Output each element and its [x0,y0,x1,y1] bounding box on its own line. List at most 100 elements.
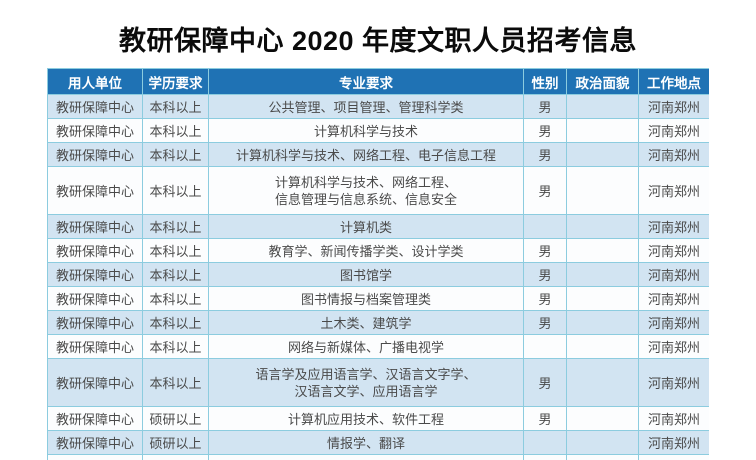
cell-education: 本科以上 [142,166,209,215]
cell-unit [47,454,143,460]
cell-political [566,334,639,359]
cell-location: 河南郑州 [638,166,709,215]
cell-education: 硕研以上 [142,430,209,455]
cell-major: 图书馆学 [208,262,524,287]
table-row: 教研保障中心 本科以上 计算机科学与技术、网络工程、电子信息工程 男 河南郑州 [47,142,709,167]
cell-location [638,454,709,460]
cell-unit: 教研保障中心 [47,286,143,311]
table-row: 教研保障中心 本科以上 图书情报与档案管理类 男 河南郑州 [47,286,709,311]
cell-political [566,358,639,407]
cell-unit: 教研保障中心 [47,406,143,431]
table-row: 教研保障中心 本科以上 语言学及应用语言学、汉语言文字学、 汉语言文学、应用语言… [47,358,709,407]
cell-education: 本科以上 [142,334,209,359]
recruitment-table: 用人单位 学历要求 专业要求 性别 政治面貌 工作地点 教研保障中心 本科以上 … [47,68,709,460]
cell-gender: 男 [523,406,567,431]
cell-education: 本科以上 [142,286,209,311]
table-row: 教研保障中心 本科以上 计算机类 河南郑州 [47,214,709,239]
cell-gender: 男 [523,118,567,143]
cell-political [566,238,639,263]
table-row: 教研保障中心 本科以上 计算机科学与技术、网络工程、 信息管理与信息系统、信息安… [47,166,709,215]
cell-political [566,262,639,287]
cell-location: 河南郑州 [638,142,709,167]
cell-location: 河南郑州 [638,334,709,359]
table-row: 教研保障中心 本科以上 公共管理、项目管理、管理科学类 男 河南郑州 [47,94,709,119]
cell-education: 本科以上 [142,214,209,239]
cell-location: 河南郑州 [638,262,709,287]
table-row: 教研保障中心 硕研以上 计算机应用技术、软件工程 男 河南郑州 [47,406,709,431]
cell-unit: 教研保障中心 [47,94,143,119]
table-row: 教研保障中心 本科以上 土木类、建筑学 男 河南郑州 [47,310,709,335]
col-header-location: 工作地点 [638,68,709,95]
col-header-major: 专业要求 [208,68,524,95]
cell-gender: 男 [523,358,567,407]
cell-major: 计算机应用技术、软件工程 [208,406,524,431]
cell-gender [523,454,567,460]
cell-unit: 教研保障中心 [47,310,143,335]
cell-location: 河南郑州 [638,286,709,311]
cell-major-line1: 语言学及应用语言学、汉语言文字学、 [255,366,477,382]
cell-unit: 教研保障中心 [47,334,143,359]
recruitment-table-container: 用人单位 学历要求 专业要求 性别 政治面貌 工作地点 教研保障中心 本科以上 … [47,68,709,460]
col-header-unit: 用人单位 [47,68,143,95]
table-header-row: 用人单位 学历要求 专业要求 性别 政治面貌 工作地点 [47,68,709,95]
cell-unit: 教研保障中心 [47,262,143,287]
table-row: 教研保障中心 硕研以上 情报学、翻译 河南郑州 [47,430,709,455]
cell-location: 河南郑州 [638,358,709,407]
cell-political [566,214,639,239]
cell-gender: 男 [523,238,567,263]
cell-political [566,142,639,167]
cell-major: 语言学及应用语言学、汉语言文字学、 汉语言文学、应用语言学 [208,358,524,407]
table-row: 教研保障中心 本科以上 计算机科学与技术 男 河南郑州 [47,118,709,143]
cell-gender [523,430,567,455]
cell-political [566,454,639,460]
cell-major: 公共管理、项目管理、管理科学类 [208,94,524,119]
cell-political [566,118,639,143]
cell-education: 硕研以上 [142,406,209,431]
cell-gender: 男 [523,94,567,119]
cell-education [142,454,209,460]
cell-location: 河南郑州 [638,310,709,335]
cell-major: 计算机类 [208,214,524,239]
cell-gender: 男 [523,142,567,167]
cell-political [566,286,639,311]
cell-education: 本科以上 [142,310,209,335]
cell-major [208,454,524,460]
table-row: 教研保障中心 本科以上 网络与新媒体、广播电视学 河南郑州 [47,334,709,359]
cell-political [566,166,639,215]
cell-major: 计算机科学与技术、网络工程、电子信息工程 [208,142,524,167]
cell-major: 情报学、翻译 [208,430,524,455]
cell-unit: 教研保障中心 [47,358,143,407]
cell-major: 计算机科学与技术 [208,118,524,143]
cell-political [566,430,639,455]
cell-political [566,310,639,335]
table-row-partial [47,454,709,460]
table-row: 教研保障中心 本科以上 教育学、新闻传播学类、设计学类 男 河南郑州 [47,238,709,263]
cell-location: 河南郑州 [638,238,709,263]
cell-location: 河南郑州 [638,406,709,431]
cell-education: 本科以上 [142,118,209,143]
cell-major: 图书情报与档案管理类 [208,286,524,311]
cell-major-line2: 汉语言文学、应用语言学 [294,383,438,399]
cell-education: 本科以上 [142,94,209,119]
cell-unit: 教研保障中心 [47,118,143,143]
cell-gender [523,334,567,359]
cell-location: 河南郑州 [638,430,709,455]
cell-education: 本科以上 [142,358,209,407]
cell-location: 河南郑州 [638,118,709,143]
cell-major-line2: 信息管理与信息系统、信息安全 [274,191,457,207]
col-header-education: 学历要求 [142,68,209,95]
cell-major: 土木类、建筑学 [208,310,524,335]
cell-major: 教育学、新闻传播学类、设计学类 [208,238,524,263]
cell-location: 河南郑州 [638,214,709,239]
cell-political [566,94,639,119]
cell-location: 河南郑州 [638,94,709,119]
cell-unit: 教研保障中心 [47,238,143,263]
cell-unit: 教研保障中心 [47,430,143,455]
cell-education: 本科以上 [142,142,209,167]
cell-gender [523,214,567,239]
page-title: 教研保障中心 2020 年度文职人员招考信息 [118,26,638,56]
cell-major-line1: 计算机科学与技术、网络工程、 [274,174,457,190]
cell-unit: 教研保障中心 [47,166,143,215]
cell-unit: 教研保障中心 [47,142,143,167]
table-row: 教研保障中心 本科以上 图书馆学 男 河南郑州 [47,262,709,287]
